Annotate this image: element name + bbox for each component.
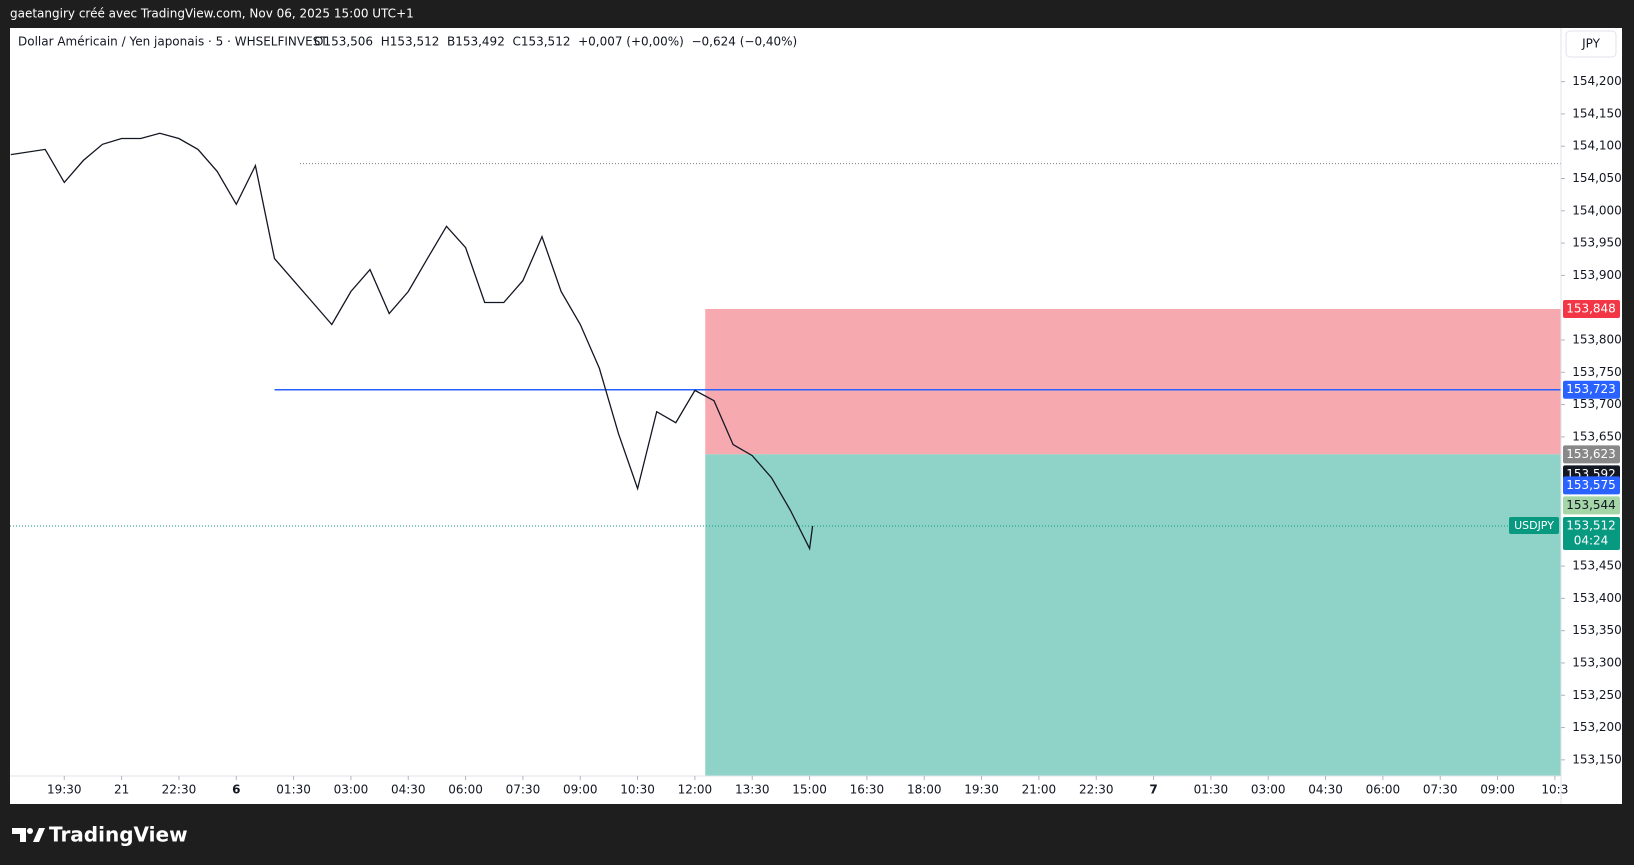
x-tick-label: 7 xyxy=(1149,783,1157,797)
x-tick-label: 21 xyxy=(114,783,129,797)
x-tick-label: 09:00 xyxy=(1480,783,1515,797)
price-label-bg xyxy=(1563,380,1620,399)
y-tick-label: 154,050 xyxy=(1572,171,1622,185)
y-tick-label: 153,400 xyxy=(1572,591,1622,605)
x-tick-label: 07:30 xyxy=(1423,783,1458,797)
y-tick-label: 153,300 xyxy=(1572,655,1622,669)
x-tick-label: 04:30 xyxy=(391,783,426,797)
price-label: 153,848 xyxy=(1566,301,1616,315)
y-tick-label: 153,200 xyxy=(1572,720,1622,734)
y-tick-label: 153,250 xyxy=(1572,688,1622,702)
price-label: 153,544 xyxy=(1566,498,1616,512)
y-tick-label: 154,150 xyxy=(1572,106,1622,120)
price-label-bg xyxy=(1563,517,1620,551)
y-tick-label: 153,950 xyxy=(1572,236,1622,250)
x-tick-label: 03:00 xyxy=(334,783,369,797)
y-tick-label: 153,450 xyxy=(1572,559,1622,573)
symbol-tag xyxy=(1509,517,1559,535)
y-tick-label: 153,750 xyxy=(1572,365,1622,379)
ohlc: O153,506 H153,512 B153,492 C153,512 +0,0… xyxy=(314,35,797,49)
x-tick-label: 18:00 xyxy=(907,783,942,797)
x-tick-label: 12:00 xyxy=(678,783,713,797)
price-label-bg xyxy=(1563,476,1620,495)
countdown: 04:24 xyxy=(1574,534,1609,548)
x-tick-label: 09:00 xyxy=(563,783,598,797)
x-tick-label: 06:00 xyxy=(1366,783,1401,797)
y-tick-label: 153,150 xyxy=(1572,752,1622,766)
symbol-tag-label: USDJPY xyxy=(1514,519,1554,532)
x-tick-label: 6 xyxy=(232,783,240,797)
x-tick-label: 21:00 xyxy=(1022,783,1057,797)
x-tick-label: 03:00 xyxy=(1251,783,1286,797)
logo xyxy=(12,828,45,842)
x-tick-label: 07:30 xyxy=(506,783,541,797)
y-tick-label: 154,100 xyxy=(1572,139,1622,153)
credit: gaetangiry créé avec TradingView.com, No… xyxy=(10,7,414,21)
price-label: 153,575 xyxy=(1566,478,1616,492)
x-tick-label: 06:00 xyxy=(448,783,483,797)
x-tick-label: 22:30 xyxy=(162,783,197,797)
x-tick-label: 01:30 xyxy=(276,783,311,797)
price-label-bg xyxy=(1563,299,1620,318)
price-label: 153,623 xyxy=(1566,447,1616,461)
x-tick-label: 22:30 xyxy=(1079,783,1114,797)
currency[interactable]: JPY xyxy=(1581,37,1601,51)
price-label-bg xyxy=(1563,496,1620,515)
x-tick-label: 19:30 xyxy=(964,783,999,797)
y-tick-label: 154,200 xyxy=(1572,74,1622,88)
currency-button[interactable] xyxy=(1565,30,1617,58)
position-zone xyxy=(705,308,1561,455)
x-tick-label: 16:30 xyxy=(850,783,885,797)
logo-mark xyxy=(33,828,45,842)
brand: TradingView xyxy=(49,823,188,847)
x-tick-label: 10:3 xyxy=(1541,783,1568,797)
y-tick-label: 153,650 xyxy=(1572,429,1622,443)
logo-dot xyxy=(27,828,33,834)
x-tick-label: 04:30 xyxy=(1308,783,1343,797)
y-tick-label: 153,350 xyxy=(1572,623,1622,637)
y-tick-label: 154,000 xyxy=(1572,203,1622,217)
plot xyxy=(10,132,1561,776)
symbol-title: Dollar Américain / Yen japonais · 5 · WH… xyxy=(18,35,328,49)
price-label: 153,512 xyxy=(1566,519,1616,533)
x-tick-label: 10:30 xyxy=(620,783,655,797)
y-tick-label: 153,700 xyxy=(1572,397,1622,411)
y-tick-label: 153,800 xyxy=(1572,332,1622,346)
position-zone xyxy=(705,454,1561,776)
logo-mark xyxy=(12,828,26,842)
y-tick-label: 153,900 xyxy=(1572,268,1622,282)
price-label-bg xyxy=(1563,445,1620,464)
x-tick-label: 13:30 xyxy=(735,783,770,797)
x-tick-label: 01:30 xyxy=(1194,783,1229,797)
price-label: 153,723 xyxy=(1566,382,1616,396)
x-tick-label: 15:00 xyxy=(792,783,827,797)
price-line xyxy=(10,132,814,551)
x-tick-label: 19:30 xyxy=(47,783,82,797)
